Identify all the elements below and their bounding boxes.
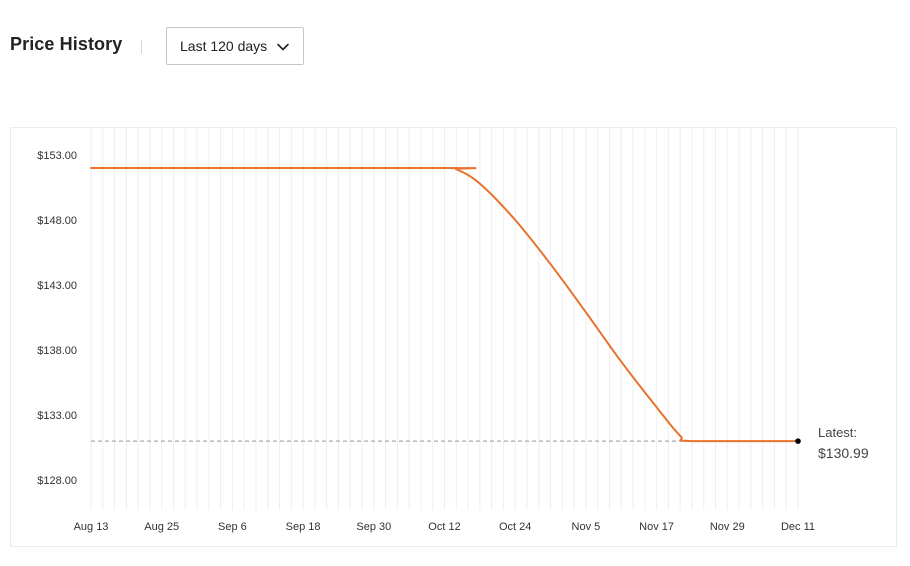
- chart-frame: [10, 127, 897, 547]
- y-tick-label: $133.00: [37, 410, 77, 422]
- price-series: [90, 166, 799, 443]
- header-divider: [141, 40, 142, 54]
- time-range-value: Last 120 days: [180, 38, 268, 54]
- x-tick-label: Sep 6: [218, 521, 247, 533]
- x-axis-ticks: Aug 13 Aug 25 Sep 6 Sep 18 Sep 30 Oct 12 Oct 2…: [74, 521, 815, 533]
- x-tick-label: Nov 17: [639, 521, 674, 533]
- y-axis-ticks: $153.00 $148.00 $143.00 $138.00 $133.00 $128.…: [37, 150, 77, 487]
- x-tick-label: Nov 5: [572, 521, 601, 533]
- y-tick-label: $153.00: [37, 150, 77, 162]
- y-tick-label: $148.00: [37, 215, 77, 227]
- x-tick-label: Dec 11: [781, 521, 815, 533]
- x-tick-label: Aug 13: [74, 521, 109, 533]
- y-tick-label: $143.00: [37, 280, 77, 292]
- x-tick-label: Aug 25: [144, 521, 179, 533]
- y-tick-label: $128.00: [37, 475, 77, 487]
- latest-price-annotation: Latest: $130.99: [795, 425, 869, 461]
- x-tick-label: Oct 24: [499, 521, 531, 533]
- latest-value: $130.99: [818, 445, 869, 461]
- latest-point: [795, 438, 801, 444]
- price-history-header: Price History Last 120 days: [0, 0, 910, 90]
- series-line: [90, 166, 799, 443]
- chart-grid: [90, 128, 799, 510]
- page-title: Price History: [10, 34, 123, 54]
- x-tick-label: Oct 12: [428, 521, 460, 533]
- time-range-dropdown[interactable]: Last 120 days: [166, 27, 304, 65]
- y-tick-label: $138.00: [37, 345, 77, 357]
- x-tick-label: Nov 29: [710, 521, 745, 533]
- latest-label: Latest:: [818, 425, 857, 440]
- x-tick-label: Sep 18: [286, 521, 321, 533]
- x-tick-label: Sep 30: [356, 521, 391, 533]
- chevron-down-icon: [277, 43, 289, 51]
